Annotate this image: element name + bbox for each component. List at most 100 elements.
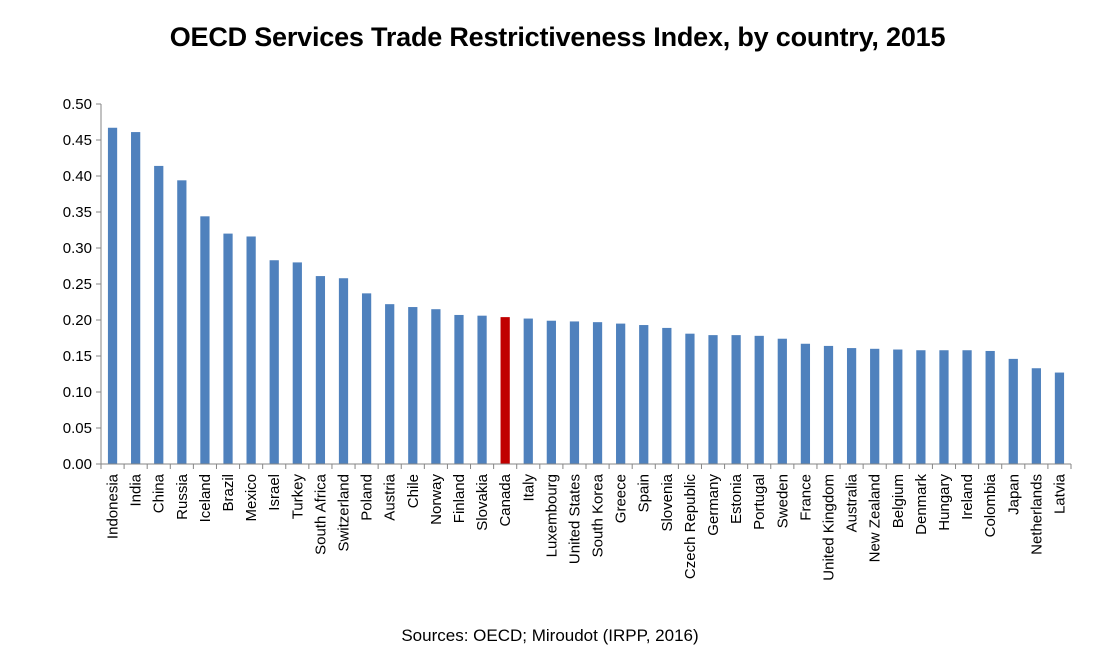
bar-australia <box>846 348 857 464</box>
y-tick-label: 0.15 <box>63 348 92 365</box>
bar-hungary <box>939 350 949 464</box>
bar-luxembourg <box>546 320 556 464</box>
x-tick-label: India <box>128 473 145 506</box>
bar-france <box>800 343 811 464</box>
bar-austria <box>385 304 395 464</box>
bar-finland <box>454 314 464 464</box>
bar-south-korea <box>592 322 603 464</box>
bar-china <box>154 165 164 465</box>
bar-south-africa <box>315 276 326 464</box>
x-tick-label: Greece <box>613 474 630 523</box>
x-tick-label: Luxembourg <box>543 474 560 557</box>
bar-germany <box>708 335 718 464</box>
x-tick-label: Slovakia <box>474 473 491 530</box>
x-tick-label: Colombia <box>982 473 999 537</box>
bar-turkey <box>292 262 302 464</box>
x-tick-label: Switzerland <box>336 474 353 552</box>
bar-japan <box>1008 358 1018 464</box>
x-tick-label: Turkey <box>289 474 306 520</box>
bar-colombia <box>985 350 995 464</box>
bar-indonesia <box>107 127 118 464</box>
bar-united-kingdom <box>823 345 834 464</box>
bar-estonia <box>731 335 741 464</box>
y-tick-label: 0.50 <box>63 96 92 113</box>
y-tick-label: 0.00 <box>63 456 92 473</box>
y-tick-label: 0.45 <box>63 132 92 149</box>
bar-netherlands <box>1031 368 1041 464</box>
x-tick-label: South Korea <box>590 473 607 557</box>
bar-switzerland <box>338 278 349 464</box>
x-tick-label: Belgium <box>890 474 907 528</box>
x-tick-label: Germany <box>705 474 722 536</box>
x-tick-label: Hungary <box>936 474 953 531</box>
bar-united-states <box>569 321 580 464</box>
bar-italy <box>523 318 533 464</box>
x-axis: Indonesia India China Russia Iceland Brazil Me… <box>100 463 1072 581</box>
x-tick-label: Italy <box>520 474 537 502</box>
x-tick-label: Brazil <box>220 474 237 512</box>
x-tick-label: Slovenia <box>659 473 676 531</box>
x-tick-label: Indonesia <box>105 473 122 539</box>
x-tick-label: Israel <box>266 474 283 511</box>
x-tick-label: France <box>797 474 814 521</box>
x-tick-label: Japan <box>1005 474 1022 515</box>
chart-source: Sources: OECD; Miroudot (IRPP, 2016) <box>401 626 699 645</box>
x-tick-label: China <box>151 473 168 513</box>
chart-title: OECD Services Trade Restrictiveness Inde… <box>169 22 946 52</box>
x-tick-label: Ireland <box>959 474 976 520</box>
bar-norway <box>431 309 441 464</box>
x-tick-label: Austria <box>382 473 399 520</box>
y-tick-label: 0.35 <box>63 204 92 221</box>
x-tick-label: Canada <box>497 473 514 526</box>
y-tick-label: 0.20 <box>63 312 92 329</box>
x-tick-label: Iceland <box>197 474 214 522</box>
bar-chile <box>408 307 418 464</box>
x-tick-label: Chile <box>405 474 422 508</box>
x-tick-label: Spain <box>636 474 653 512</box>
bar-india <box>131 132 141 464</box>
bar-czech-republic <box>685 333 695 464</box>
bar-sweden <box>777 338 787 464</box>
bar-slovakia <box>477 315 487 464</box>
y-tick-label: 0.40 <box>63 168 92 185</box>
bar-brazil <box>223 233 233 464</box>
bar-ireland <box>962 350 972 464</box>
y-axis: 0.00 0.05 0.10 0.15 0.20 0.25 0.30 0.35 0.40 0.45… <box>63 96 102 473</box>
x-tick-label: Denmark <box>913 474 930 535</box>
x-tick-label: Poland <box>359 474 376 521</box>
bar-israel <box>269 260 279 464</box>
bar-denmark <box>916 350 926 464</box>
bars <box>107 127 1065 465</box>
x-tick-label: Portugal <box>751 474 768 530</box>
x-tick-label: Latvia <box>1051 473 1068 514</box>
bar-canada <box>500 317 510 464</box>
bar-new-zealand <box>870 348 880 464</box>
x-tick-label: Estonia <box>728 473 745 524</box>
y-tick-label: 0.30 <box>63 240 92 257</box>
x-tick-label: Mexico <box>243 474 260 522</box>
bar-greece <box>616 323 626 464</box>
y-tick-label: 0.10 <box>63 384 92 401</box>
x-tick-label: South Africa <box>312 473 329 555</box>
y-tick-label: 0.05 <box>63 420 92 437</box>
bar-belgium <box>893 349 903 464</box>
x-tick-label: Netherlands <box>1028 474 1045 555</box>
x-tick-label: Australia <box>844 473 861 532</box>
x-tick-label: New Zealand <box>867 474 884 562</box>
bar-slovenia <box>662 327 672 464</box>
bar-iceland <box>200 216 210 464</box>
x-tick-label: Czech Republic <box>682 474 699 580</box>
bar-latvia <box>1054 372 1065 464</box>
x-tick-label: United States <box>566 474 583 564</box>
y-tick-label: 0.25 <box>63 276 92 293</box>
bar-poland <box>361 293 372 464</box>
bar-portugal <box>754 335 764 464</box>
bar-russia <box>177 180 187 464</box>
x-tick-label: Norway <box>428 474 445 525</box>
x-tick-label: Finland <box>451 474 468 523</box>
bar-mexico <box>246 236 256 464</box>
bar-spain <box>639 325 649 464</box>
x-tick-label: Russia <box>174 473 191 520</box>
x-tick-label: United Kingdom <box>821 474 838 581</box>
